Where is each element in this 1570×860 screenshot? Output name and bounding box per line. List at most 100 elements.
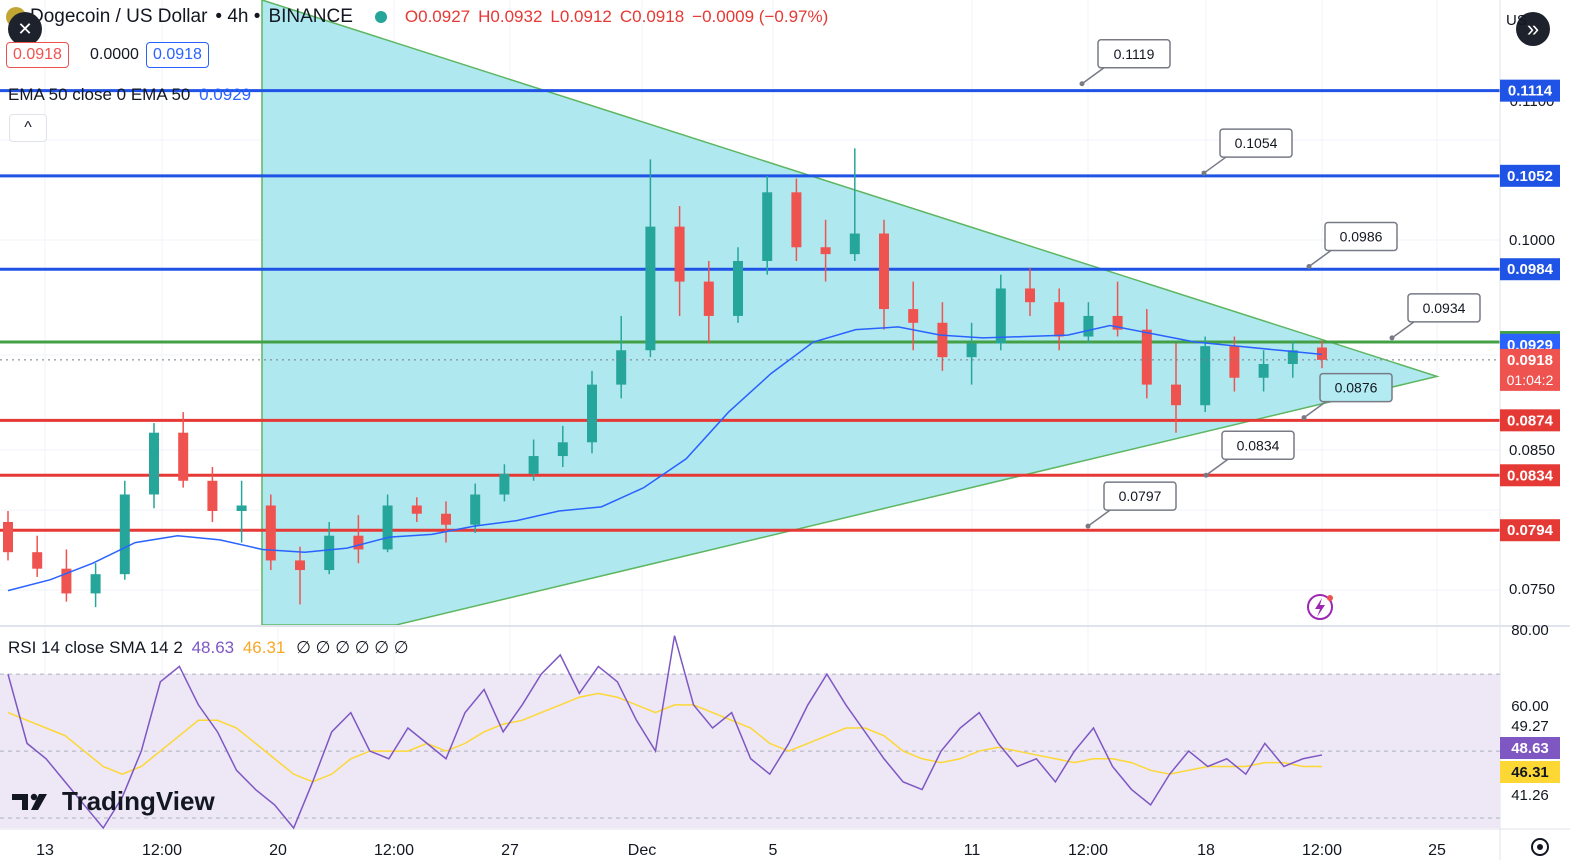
high-value: H0.0932 bbox=[478, 7, 543, 26]
close-chart-button[interactable]: ✕ bbox=[8, 12, 42, 46]
candle-body bbox=[587, 384, 597, 443]
symbol-name[interactable]: Dogecoin / US Dollar bbox=[30, 6, 208, 27]
annotation-anchor bbox=[1301, 415, 1307, 421]
candle-11 bbox=[324, 521, 335, 575]
candle-43 bbox=[1258, 350, 1269, 392]
candle-body bbox=[557, 442, 568, 457]
time-tick-label: 20 bbox=[269, 842, 287, 859]
ema-legend[interactable]: EMA 50 close 0 EMA 50 0.0929 bbox=[8, 85, 251, 105]
rsi-sma-badge-label: 46.31 bbox=[1511, 764, 1549, 781]
candle-body bbox=[791, 192, 802, 248]
ema-line bbox=[7, 324, 1323, 592]
candle-36 bbox=[1054, 288, 1065, 351]
chevron-double-right-icon: » bbox=[1526, 16, 1540, 41]
ema-label: EMA 50 close 0 EMA 50 bbox=[8, 85, 191, 104]
annotation-box bbox=[1103, 481, 1177, 511]
candle-body bbox=[499, 473, 510, 495]
level-badge-bg bbox=[1500, 164, 1560, 187]
gear-hub bbox=[1537, 844, 1543, 850]
time-tick-label: 11 bbox=[964, 842, 981, 859]
rsi-sma-line bbox=[7, 692, 1322, 783]
time-axis: 13 12:00 20 12:00 27 Dec 5 11 12:00 18 12:00 25 bbox=[36, 842, 1446, 859]
candle-44 bbox=[1287, 340, 1298, 378]
rsi-badge-label: 48.63 bbox=[1511, 740, 1549, 757]
lightning-event-icon[interactable] bbox=[1307, 594, 1333, 620]
last-price-badge-label: 0.0918 bbox=[1507, 352, 1553, 369]
annotation-6: 0.0797 bbox=[1085, 481, 1177, 529]
rsi-legend-value: 48.63 bbox=[191, 638, 235, 657]
time-tick-label: 12:00 bbox=[374, 842, 414, 859]
rsi-tick-label: 60.00 bbox=[1511, 698, 1549, 715]
candle-body bbox=[1200, 346, 1211, 406]
candle-21 bbox=[616, 315, 627, 399]
level-badge: 0.0834 bbox=[1500, 464, 1560, 487]
candle-10 bbox=[295, 546, 305, 605]
candle-20 bbox=[587, 370, 597, 454]
interval[interactable]: • 4h • bbox=[215, 6, 261, 27]
spread-value: 0.0000 bbox=[84, 43, 145, 67]
time-tick-label: 5 bbox=[769, 842, 778, 859]
level-badge: 0.1052 bbox=[1500, 164, 1560, 187]
bid-price[interactable]: 0.0918 bbox=[6, 42, 69, 68]
time-tick-label: 18 bbox=[1197, 842, 1215, 859]
annotation-box bbox=[1407, 293, 1481, 323]
currency-label: US bbox=[1506, 12, 1527, 29]
level-badge-label: 0.0984 bbox=[1507, 261, 1554, 278]
collapse-legend-button[interactable]: ^ bbox=[9, 114, 47, 142]
interval-value: 4h bbox=[227, 6, 249, 27]
rsi-label: RSI 14 close SMA 14 2 bbox=[8, 638, 183, 657]
level-badge-label: 0.0794 bbox=[1507, 522, 1554, 539]
rsi-sma-badge: 46.31 bbox=[1500, 761, 1560, 783]
candle-6 bbox=[178, 412, 189, 488]
candle-body bbox=[1258, 364, 1269, 378]
rsi-legend[interactable]: RSI 14 close SMA 14 2 48.63 46.31 ∅ ∅ ∅ … bbox=[8, 638, 409, 658]
tradingview-logo[interactable]: TradingView bbox=[12, 786, 215, 817]
rsi-badge-bg bbox=[1500, 737, 1560, 759]
annotation-pointer bbox=[1081, 67, 1105, 85]
candle-27 bbox=[791, 178, 802, 261]
exchange: BINANCE bbox=[268, 6, 353, 27]
ask-price[interactable]: 0.0918 bbox=[146, 42, 209, 68]
candle-8 bbox=[236, 480, 247, 543]
level-badge-bg bbox=[1500, 79, 1560, 102]
annotation-5: 0.0834 bbox=[1203, 430, 1295, 478]
rsi-sma-legend-value: 46.31 bbox=[242, 638, 286, 657]
price-tick-label: 0.0850 bbox=[1509, 442, 1555, 459]
settings-gear-icon[interactable] bbox=[1531, 838, 1549, 856]
candle-25 bbox=[733, 247, 743, 323]
candle-31 bbox=[908, 281, 919, 351]
candle-body bbox=[1112, 315, 1123, 330]
rsi-tick-label: 49.27 bbox=[1511, 718, 1549, 735]
candle-13 bbox=[382, 494, 393, 553]
candle-17 bbox=[499, 464, 510, 502]
candle-16 bbox=[470, 483, 481, 533]
candle-9 bbox=[265, 494, 276, 571]
close-icon: ✕ bbox=[17, 18, 33, 39]
candle-35 bbox=[1025, 267, 1035, 316]
market-status-icon bbox=[374, 11, 387, 23]
candle-4 bbox=[119, 480, 130, 580]
candle-41 bbox=[1200, 336, 1211, 413]
candle-body bbox=[1054, 302, 1065, 337]
annotation-anchor bbox=[1389, 335, 1395, 341]
annotation-label: 0.1054 bbox=[1235, 135, 1278, 151]
candle-body bbox=[178, 432, 189, 481]
candle-body bbox=[382, 505, 393, 550]
candle-24 bbox=[703, 260, 714, 344]
gear-ring bbox=[1531, 838, 1549, 856]
annotation-box bbox=[1219, 128, 1293, 158]
annotation-label: 0.0934 bbox=[1423, 300, 1466, 316]
candle-body bbox=[353, 535, 364, 550]
level-badge: 0.0794 bbox=[1500, 519, 1560, 542]
annotation-1: 0.1054 bbox=[1201, 128, 1293, 176]
candle-body bbox=[90, 574, 101, 594]
last-price-badge: 0.0918 01:04:2 bbox=[1500, 348, 1560, 391]
open-value: O0.0927 bbox=[404, 7, 471, 26]
ema-value: 0.0929 bbox=[199, 85, 252, 104]
annotation-anchor bbox=[1306, 263, 1312, 269]
level-badge: 0.0984 bbox=[1500, 258, 1560, 281]
rsi-extra-values: ∅ ∅ ∅ ∅ ∅ ∅ bbox=[296, 638, 409, 657]
expand-panel-button[interactable]: » bbox=[1516, 12, 1550, 46]
level-badge-bg bbox=[1500, 519, 1560, 542]
